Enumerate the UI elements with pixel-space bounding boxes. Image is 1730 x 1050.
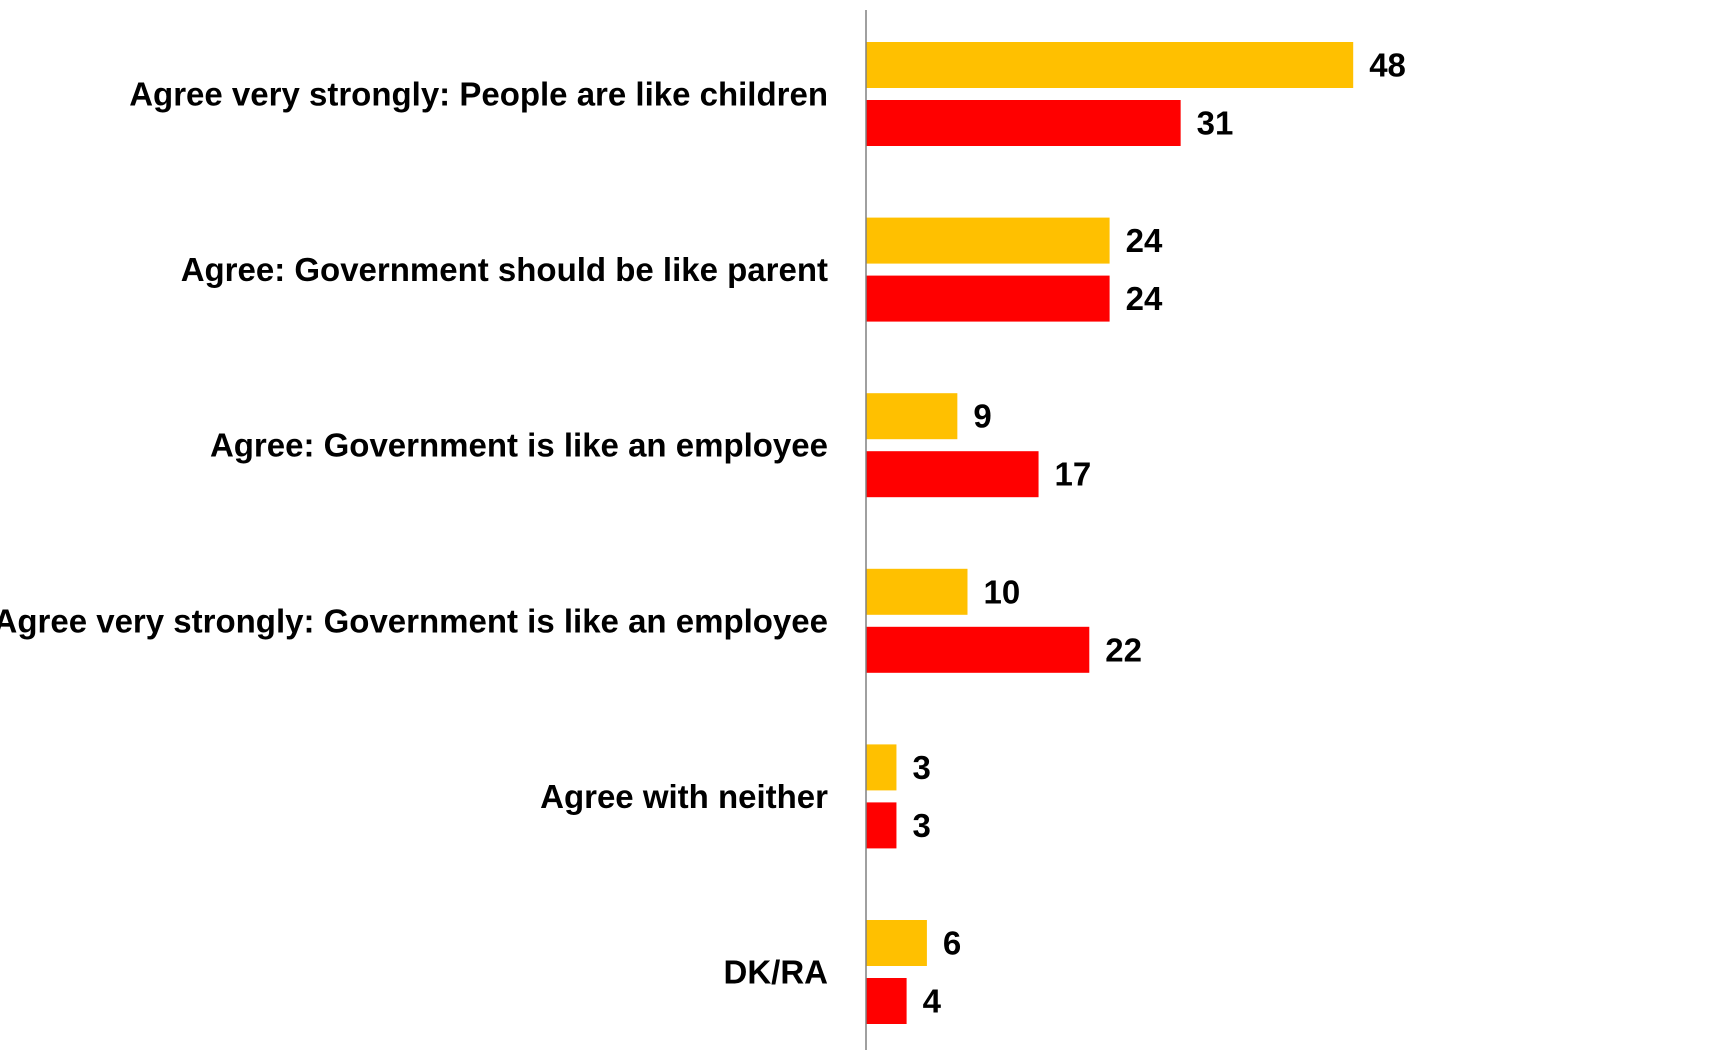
bar-series-1-agree-government-should-be-like-parent — [866, 217, 1110, 264]
bar-series-2-agree-government-is-like-an-employee — [866, 451, 1039, 498]
value-label-series-2-agree-government-should-be-like-parent: 24 — [1126, 280, 1163, 317]
bar-series-2-dk-ra — [866, 978, 907, 1024]
bar-series-1-agree-with-neither — [866, 744, 897, 791]
value-label-series-2-agree-government-is-like-an-employee: 17 — [1055, 456, 1092, 493]
bar-series-2-agree-very-strongly-people-are-like-children — [866, 100, 1181, 146]
bars — [866, 42, 1354, 1024]
category-label-agree-government-should-be-like-parent: Agree: Government should be like parent — [181, 251, 828, 288]
category-label-agree-very-strongly-government-is-like-an-employee: Agree very strongly: Government is like … — [0, 602, 828, 639]
bar-series-1-agree-very-strongly-government-is-like-an-employee — [866, 568, 968, 615]
value-label-series-1-agree-very-strongly-people-are-like-children: 48 — [1369, 47, 1406, 84]
value-label-series-1-agree-government-should-be-like-parent: 24 — [1126, 222, 1163, 259]
value-label-series-2-agree-very-strongly-government-is-like-an-employee: 22 — [1105, 631, 1142, 668]
value-label-series-1-agree-government-is-like-an-employee: 9 — [973, 398, 991, 435]
category-label-agree-government-is-like-an-employee: Agree: Government is like an employee — [210, 427, 828, 464]
bar-series-2-agree-with-neither — [866, 802, 897, 849]
category-label-dk-ra: DK/RA — [724, 954, 829, 991]
bar-series-2-agree-government-should-be-like-parent — [866, 275, 1110, 322]
category-labels: Agree very strongly: People are like chi… — [0, 76, 828, 991]
bar-series-1-agree-very-strongly-people-are-like-children — [866, 42, 1354, 88]
value-label-series-1-dk-ra: 6 — [943, 925, 961, 962]
category-label-agree-with-neither: Agree with neither — [540, 778, 828, 815]
bar-series-1-agree-government-is-like-an-employee — [866, 393, 958, 440]
value-labels: 48 31 24 24 9 17 10 22 3 3 64 — [912, 47, 1405, 1020]
value-label-series-1-agree-with-neither: 3 — [912, 749, 930, 786]
value-label-series-2-dk-ra: 4 — [923, 983, 942, 1020]
value-label-series-2-agree-with-neither: 3 — [912, 807, 930, 844]
value-label-series-1-agree-very-strongly-government-is-like-an-employee: 10 — [984, 573, 1021, 610]
bar-series-1-dk-ra — [866, 920, 927, 966]
category-label-agree-very-strongly-people-are-like-children: Agree very strongly: People are like chi… — [129, 76, 828, 113]
value-label-series-2-agree-very-strongly-people-are-like-children: 31 — [1197, 105, 1234, 142]
bar-series-2-agree-very-strongly-government-is-like-an-employee — [866, 626, 1090, 673]
